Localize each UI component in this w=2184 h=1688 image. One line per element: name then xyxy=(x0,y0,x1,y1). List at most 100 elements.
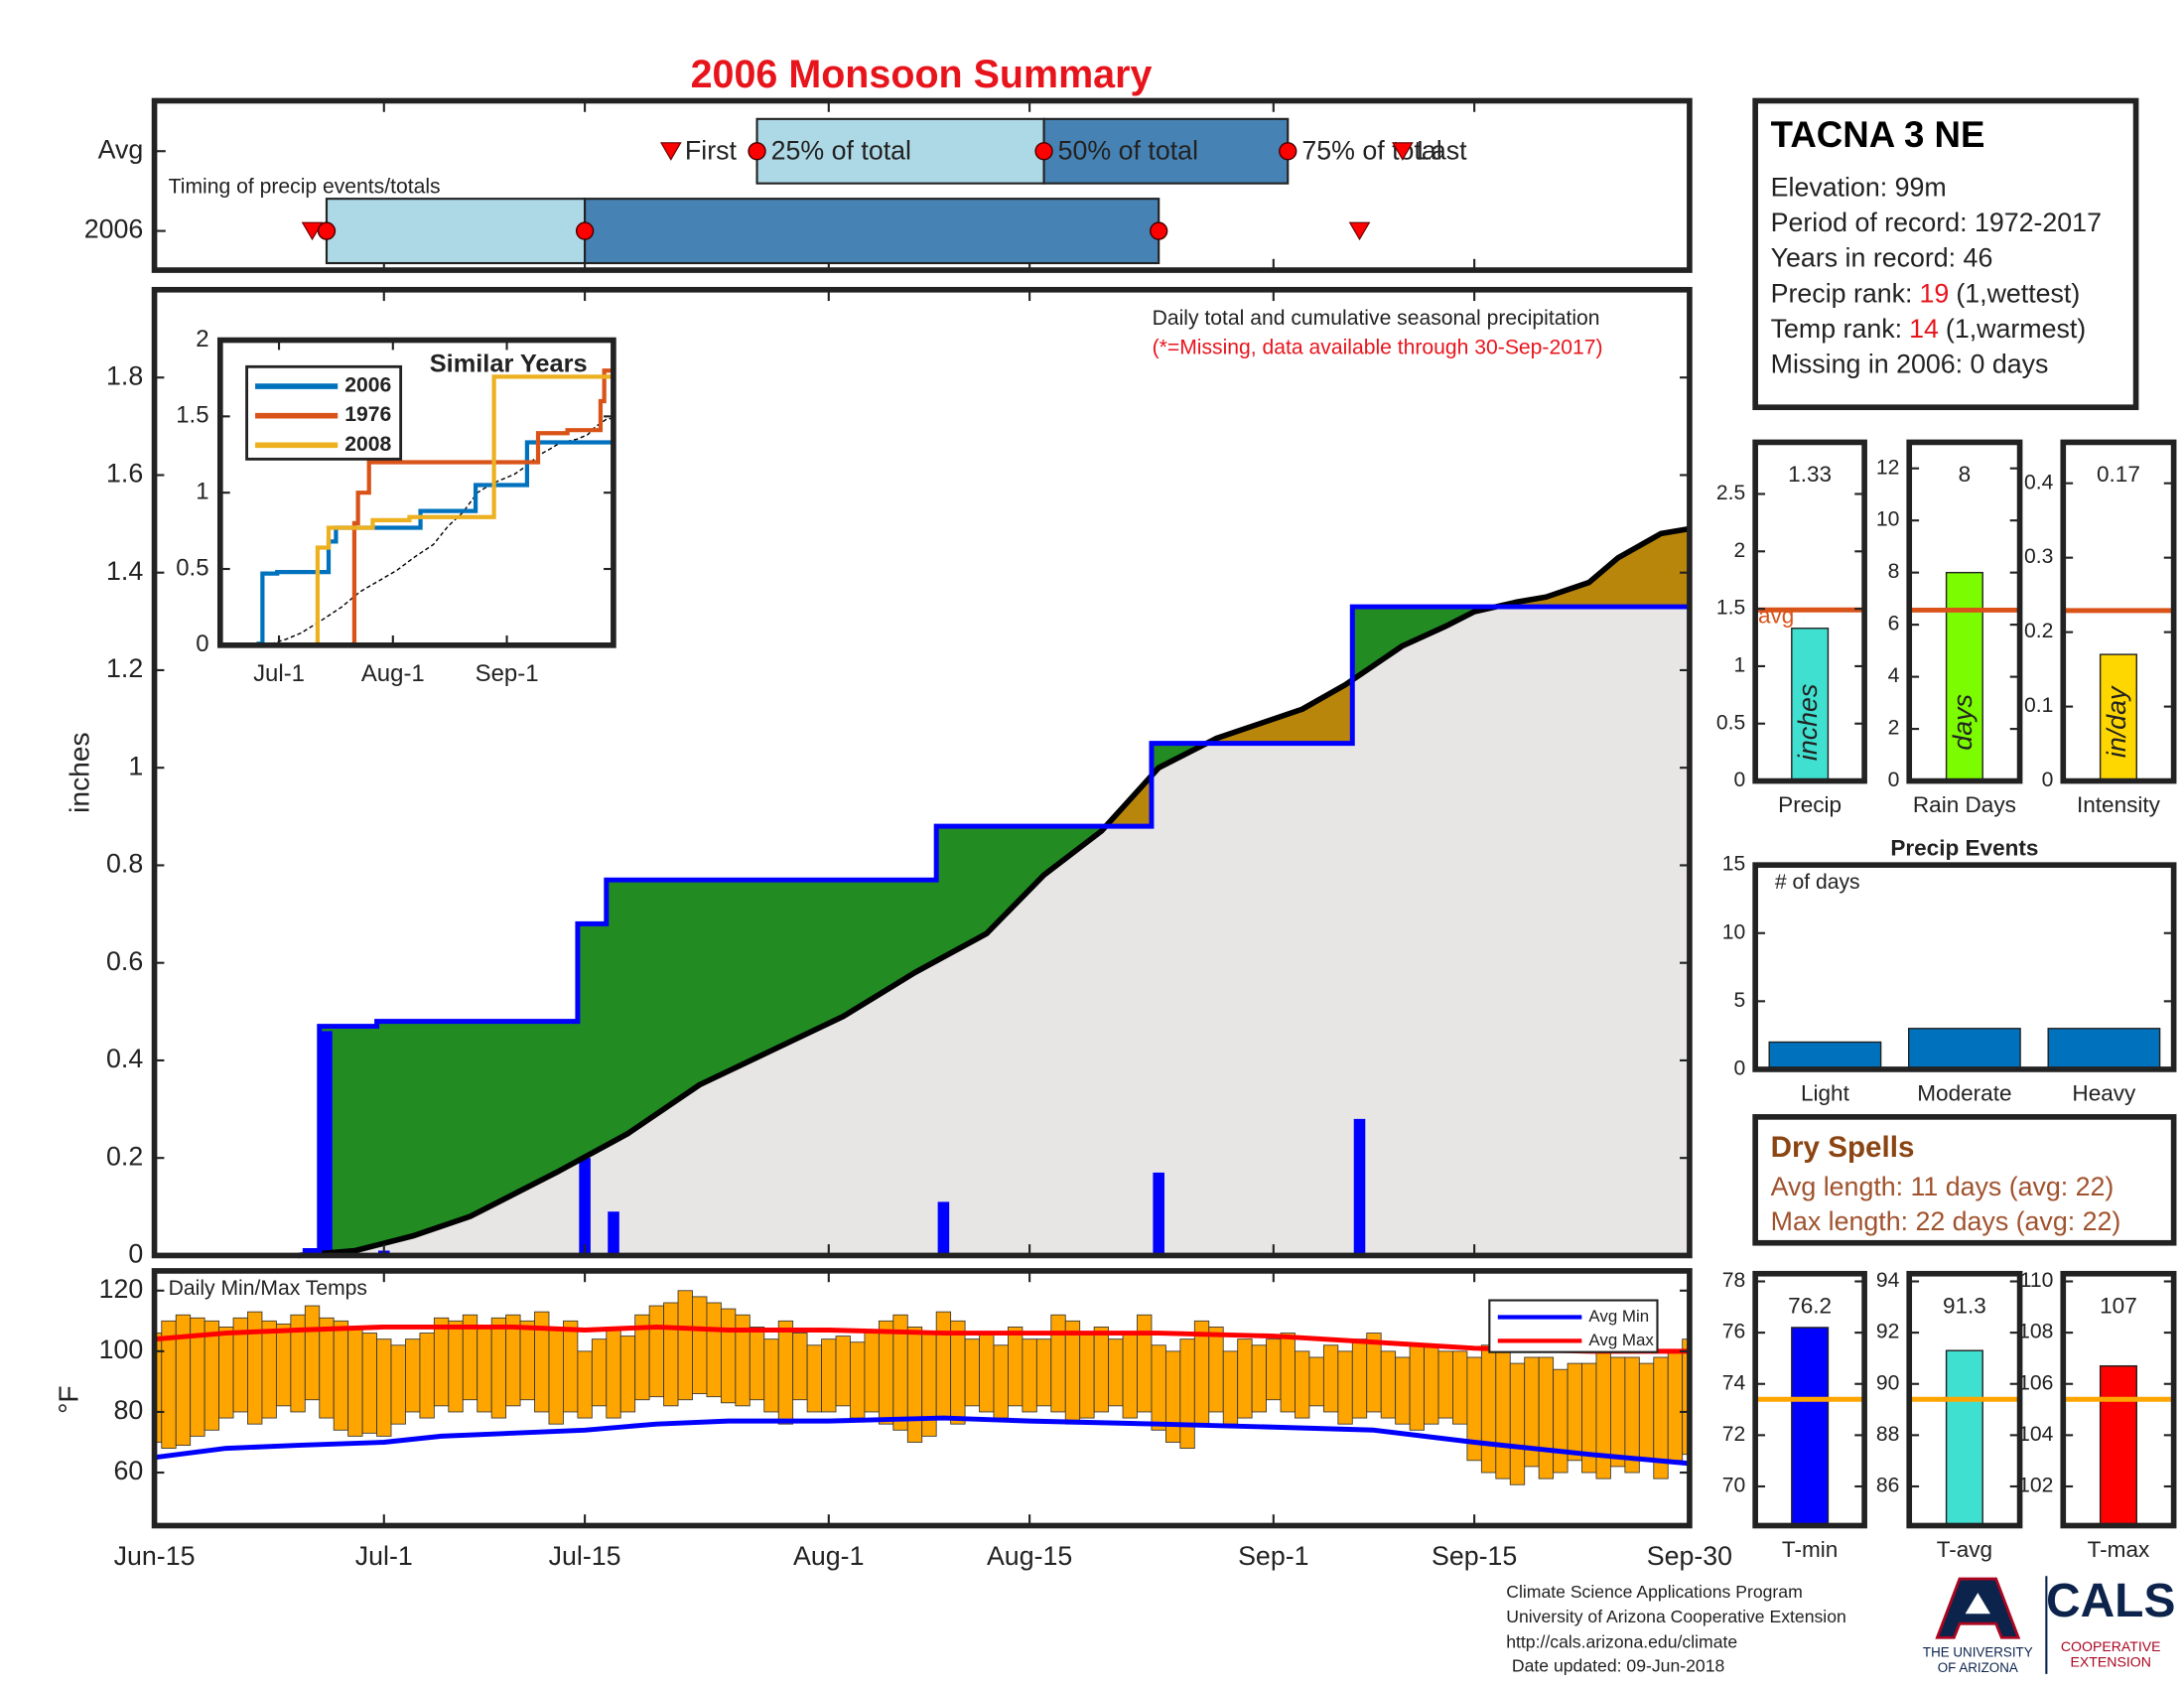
temp-bar xyxy=(1567,1362,1582,1462)
y-tick-label: 0 xyxy=(1734,769,1746,791)
y-tick-label: 78 xyxy=(1722,1269,1746,1292)
x-tick-label: Jul-15 xyxy=(549,1541,621,1571)
temp-bar xyxy=(1667,1350,1684,1462)
y-tick-label: 108 xyxy=(2018,1321,2053,1343)
y-tick-label: 0.1 xyxy=(2024,694,2053,717)
y-tick-label: 70 xyxy=(1722,1475,1746,1497)
temp-bar xyxy=(1064,1320,1081,1425)
y-tick-label: 88 xyxy=(1876,1423,1899,1446)
temp-bar xyxy=(563,1320,579,1413)
footer-line: Date updated: 09-Jun-2018 xyxy=(1512,1656,1725,1676)
total-marker xyxy=(575,221,595,240)
temp-bar xyxy=(1624,1356,1640,1474)
footer-line: http://cals.arizona.edu/climate xyxy=(1506,1632,1737,1652)
y-tick-label: 1 xyxy=(128,751,143,780)
x-tick-label: T-max xyxy=(2088,1537,2150,1562)
station-line: Precip rank: 19 (1,wettest) xyxy=(1771,278,2081,308)
temp-bar xyxy=(1437,1350,1453,1419)
temp-bar xyxy=(606,1327,621,1419)
y-tick-label: 0.2 xyxy=(2024,620,2053,642)
logo-shape xyxy=(1965,1593,1990,1615)
temp-bar xyxy=(648,1305,665,1398)
y-tick-label: 0.6 xyxy=(106,946,143,976)
temp-bar xyxy=(663,1302,679,1407)
temp-bar xyxy=(548,1327,564,1425)
station-line: Missing in 2006: 0 days xyxy=(1771,350,2049,379)
value-label: 107 xyxy=(2100,1294,2137,1319)
legend-label: 2008 xyxy=(344,433,391,456)
event-marker xyxy=(1392,142,1414,161)
temp-bar xyxy=(935,1311,952,1419)
panel-title: Daily Min/Max Temps xyxy=(169,1277,367,1300)
unit-label: days xyxy=(1948,694,1978,751)
x-tick-label: Moderate xyxy=(1917,1080,2011,1105)
temp-bar xyxy=(1237,1338,1253,1419)
temp-bar xyxy=(1553,1368,1569,1474)
y-tick-label: 0.5 xyxy=(1716,711,1745,734)
quartile-box xyxy=(584,198,1160,265)
temp-bar xyxy=(1266,1338,1282,1401)
temp-bar xyxy=(1595,1350,1611,1479)
daily-bar xyxy=(608,1211,619,1256)
page-title: 2006 Monsoon Summary xyxy=(691,53,1153,96)
total-marker xyxy=(1279,142,1297,161)
y-tick-label: 80 xyxy=(113,1395,143,1425)
panel-note: # of days xyxy=(1775,871,1860,894)
bar xyxy=(1791,628,1830,782)
cumulative-line xyxy=(154,604,1690,1258)
temp-bar xyxy=(964,1338,980,1407)
station-line: Period of record: 1972-2017 xyxy=(1771,208,2102,237)
value-label: 76.2 xyxy=(1788,1294,1832,1319)
temp-bar xyxy=(405,1338,421,1413)
unit-label: inches xyxy=(1793,684,1823,761)
legend-label: Avg Min xyxy=(1588,1307,1649,1326)
ua-logo xyxy=(1935,1577,2021,1639)
x-tick-label: Jul-1 xyxy=(355,1541,413,1571)
chart-subtitle: Daily total and cumulative seasonal prec… xyxy=(1153,307,1600,330)
temp-bar xyxy=(433,1317,450,1407)
y-tick-label: 1.5 xyxy=(176,402,208,429)
temp-bar xyxy=(1122,1333,1138,1419)
y-tick-label: 8 xyxy=(1888,560,1900,583)
station-rank: 14 xyxy=(1909,314,1939,344)
bar xyxy=(1791,1327,1830,1527)
x-tick-label: Aug-1 xyxy=(361,660,425,687)
x-tick-label: Sep-15 xyxy=(1432,1541,1517,1571)
x-tick-label: Precip xyxy=(1778,792,1842,817)
temp-bar xyxy=(1509,1362,1526,1485)
temp-bar xyxy=(1251,1344,1267,1413)
temp-bar xyxy=(749,1327,765,1401)
y-tick-label: 2 xyxy=(1734,539,1746,562)
y-tick-label: 1.4 xyxy=(106,556,143,586)
y-tick-label: 102 xyxy=(2018,1475,2053,1497)
y-tick-label: 0 xyxy=(128,1239,143,1269)
temp-bar xyxy=(1137,1314,1153,1413)
inset-frame xyxy=(216,337,616,648)
station-line: Years in record: 46 xyxy=(1771,243,1993,273)
station-rank: 19 xyxy=(1920,278,1950,308)
temp-bar xyxy=(1409,1344,1425,1431)
y-tick-label: 106 xyxy=(2018,1371,2053,1394)
temp-bar xyxy=(448,1320,464,1413)
bar xyxy=(1907,1028,2021,1070)
inset-line xyxy=(219,374,614,645)
y-tick-label: 0.5 xyxy=(176,554,208,581)
x-tick-label: Rain Days xyxy=(1913,792,2016,817)
temp-bar xyxy=(1108,1338,1124,1407)
temp-bar xyxy=(1050,1314,1066,1413)
y-tick-label: 74 xyxy=(1722,1371,1746,1394)
x-tick-label: Jun-15 xyxy=(114,1541,196,1571)
panel-frame xyxy=(151,97,1693,273)
total-marker xyxy=(1034,142,1053,161)
y-tick-label: 0.8 xyxy=(106,849,143,879)
station-label: Temp rank: xyxy=(1771,314,1902,344)
row-label: Avg xyxy=(98,134,144,164)
y-tick-label: 120 xyxy=(99,1274,144,1304)
y-tick-label: 104 xyxy=(2018,1423,2053,1446)
y-tick-label: 0.2 xyxy=(106,1141,143,1171)
station-note: (1,wettest) xyxy=(1956,278,2080,308)
x-tick-label: Aug-15 xyxy=(987,1541,1072,1571)
common-area xyxy=(154,607,1690,1256)
